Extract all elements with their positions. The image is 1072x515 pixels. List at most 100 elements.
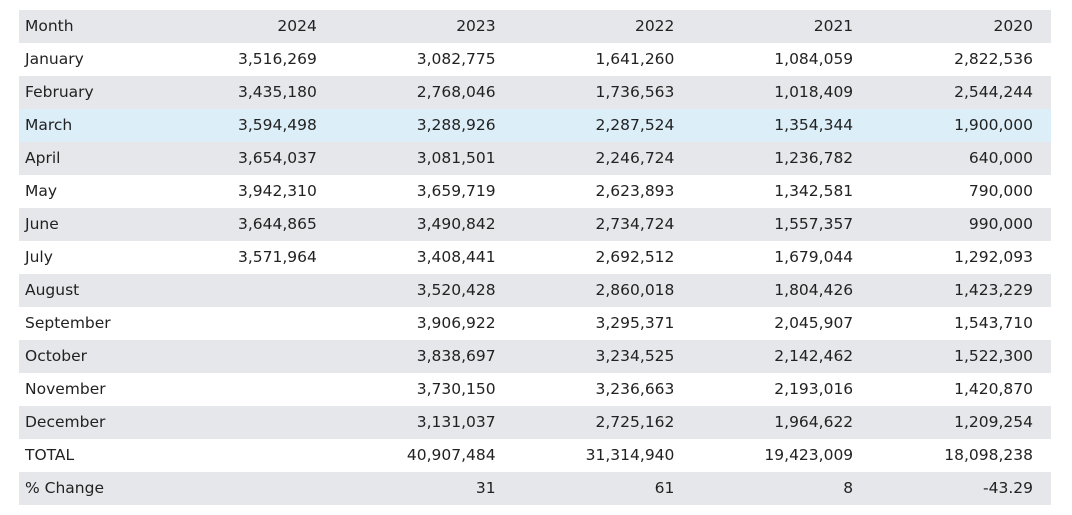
cell-2021: 1,804,426	[774, 281, 854, 299]
cell-2023: 3,408,441	[416, 248, 496, 266]
cell-2023: 3,520,428	[416, 281, 496, 299]
cell-2021: 1,342,581	[774, 182, 854, 200]
cell-2020: 1,209,254	[954, 413, 1033, 431]
cell-2024: 3,516,269	[237, 50, 317, 68]
cell-2021: 19,423,009	[764, 446, 854, 464]
table-body: January 3,516,269 3,082,775 1,641,260 1,084,…	[19, 43, 1051, 505]
cell-2024	[155, 373, 334, 406]
cell-2021: 1,084,059	[774, 50, 854, 68]
cell-2023: 40,907,484	[406, 446, 496, 464]
cell-2022: 3,236,663	[595, 380, 675, 398]
cell-2022: 3,295,371	[595, 314, 675, 332]
row-label: August	[25, 281, 80, 299]
cell-2023: 3,288,926	[416, 116, 496, 134]
cell-2022: 2,246,724	[595, 149, 675, 167]
cell-2024	[155, 406, 334, 439]
cell-2021: 2,193,016	[774, 380, 854, 398]
table-row: May 3,942,310 3,659,719 2,623,893 1,342,581 7…	[19, 175, 1051, 208]
cell-2023: 31	[475, 479, 496, 497]
cell-2021: 1,964,622	[774, 413, 854, 431]
cell-2020: 2,544,244	[954, 83, 1033, 101]
table-row: August 3,520,428 2,860,018 1,804,426 1,423,2…	[19, 274, 1051, 307]
header-2020: 2020	[993, 17, 1033, 35]
cell-2021: 1,018,409	[774, 83, 854, 101]
cell-2022: 2,287,524	[595, 116, 675, 134]
cell-2021: 1,354,344	[774, 116, 854, 134]
cell-2023: 3,081,501	[416, 149, 496, 167]
cell-2022: 1,641,260	[595, 50, 675, 68]
table-row: December 3,131,037 2,725,162 1,964,622 1,209…	[19, 406, 1051, 439]
row-label: December	[25, 413, 106, 431]
cell-2024: 3,942,310	[237, 182, 317, 200]
cell-2022: 3,234,525	[595, 347, 675, 365]
header-2024: 2024	[277, 17, 317, 35]
cell-2020: 990,000	[968, 215, 1033, 233]
cell-2020: 18,098,238	[944, 446, 1033, 464]
data-table-container: Month 2024 2023 2022 2021 2020 January 3,…	[19, 10, 1051, 505]
cell-2020: 1,543,710	[954, 314, 1033, 332]
header-2023: 2023	[456, 17, 496, 35]
cell-2020: 1,423,229	[954, 281, 1033, 299]
cell-2022: 1,736,563	[595, 83, 675, 101]
cell-2020: 1,292,093	[954, 248, 1033, 266]
cell-2020: 2,822,536	[954, 50, 1033, 68]
row-label: September	[25, 314, 111, 332]
cell-2022: 2,623,893	[595, 182, 675, 200]
row-label: January	[25, 50, 84, 68]
cell-2023: 3,490,842	[416, 215, 496, 233]
cell-2021: 1,679,044	[774, 248, 854, 266]
cell-2023: 3,131,037	[416, 413, 496, 431]
row-label: % Change	[25, 479, 104, 497]
header-2021: 2021	[813, 17, 854, 35]
cell-2023: 3,082,775	[416, 50, 496, 68]
cell-2024: 3,644,865	[237, 215, 317, 233]
cell-2024	[155, 274, 334, 307]
table-row: July 3,571,964 3,408,441 2,692,512 1,679,044…	[19, 241, 1051, 274]
row-label: November	[25, 380, 106, 398]
cell-2020: -43.29	[983, 479, 1033, 497]
cell-2020: 1,522,300	[954, 347, 1033, 365]
table-row: April 3,654,037 3,081,501 2,246,724 1,236,78…	[19, 142, 1051, 175]
row-label: October	[25, 347, 88, 365]
cell-2020: 1,900,000	[954, 116, 1033, 134]
cell-2022: 31,314,940	[585, 446, 675, 464]
cell-2020: 790,000	[968, 182, 1033, 200]
cell-2023: 3,730,150	[416, 380, 496, 398]
cell-2023: 3,906,922	[416, 314, 496, 332]
table-row: January 3,516,269 3,082,775 1,641,260 1,084,…	[19, 43, 1051, 76]
cell-2020: 1,420,870	[954, 380, 1033, 398]
cell-2024: 3,571,964	[237, 248, 317, 266]
cell-2024	[155, 439, 334, 472]
cell-2024: 3,654,037	[237, 149, 317, 167]
table-row: September 3,906,922 3,295,371 2,045,907 1,54…	[19, 307, 1051, 340]
cell-2022: 2,860,018	[595, 281, 675, 299]
cell-2022: 2,734,724	[595, 215, 675, 233]
cell-2023: 3,838,697	[416, 347, 496, 365]
table-row: November 3,730,150 3,236,663 2,193,016 1,420…	[19, 373, 1051, 406]
cell-2024: 3,435,180	[237, 83, 317, 101]
cell-2021: 2,142,462	[774, 347, 854, 365]
cell-2022: 61	[654, 479, 675, 497]
cell-2022: 2,692,512	[595, 248, 675, 266]
table-row: % Change 31 61 8 -43.29	[19, 472, 1051, 505]
cell-2021: 1,236,782	[774, 149, 854, 167]
row-label: June	[25, 215, 59, 233]
cell-2022: 2,725,162	[595, 413, 675, 431]
table-row: March 3,594,498 3,288,926 2,287,524 1,354,34…	[19, 109, 1051, 142]
cell-2024: 3,594,498	[237, 116, 317, 134]
cell-2024	[155, 340, 334, 373]
cell-2021: 1,557,357	[774, 215, 854, 233]
table-row: TOTAL 40,907,484 31,314,940 19,423,009 18,09…	[19, 439, 1051, 472]
row-label: July	[25, 248, 53, 266]
cell-2023: 2,768,046	[416, 83, 496, 101]
cell-2023: 3,659,719	[416, 182, 496, 200]
row-label: March	[25, 116, 73, 134]
row-label: February	[25, 83, 94, 101]
table-row: February 3,435,180 2,768,046 1,736,563 1,018…	[19, 76, 1051, 109]
table-header-row: Month 2024 2023 2022 2021 2020	[19, 10, 1051, 43]
header-month: Month	[25, 17, 74, 35]
monthly-totals-table: Month 2024 2023 2022 2021 2020 January 3,…	[19, 10, 1051, 505]
cell-2020: 640,000	[968, 149, 1033, 167]
cell-2024	[155, 307, 334, 340]
cell-2024	[155, 472, 334, 505]
